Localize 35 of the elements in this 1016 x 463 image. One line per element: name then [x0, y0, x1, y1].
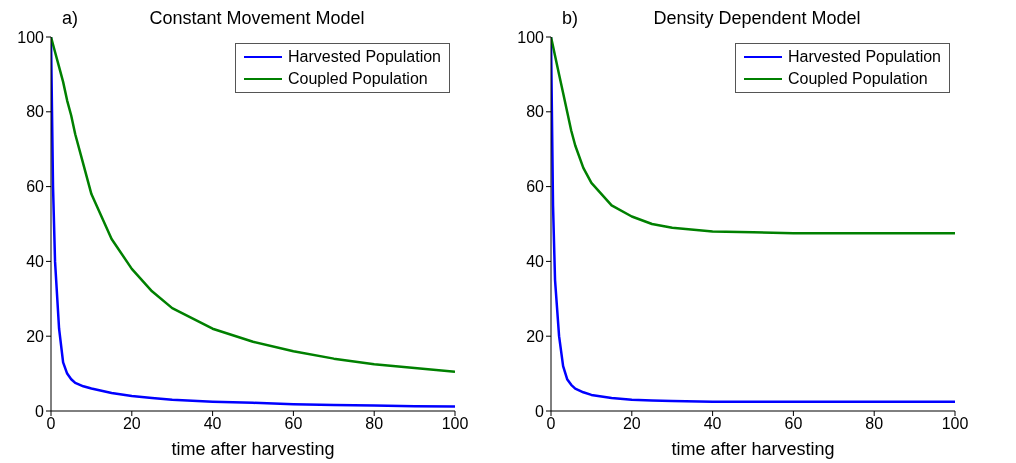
y-tick-label: 60	[526, 178, 545, 196]
y-tick-label: 0	[35, 402, 45, 420]
y-tick-label: 100	[17, 28, 45, 46]
y-tick-label: 40	[526, 253, 545, 271]
text: a)	[62, 8, 79, 29]
text: b)	[562, 8, 579, 29]
legend-label: Coupled Population	[788, 69, 928, 89]
x-tick-label: 100	[941, 415, 969, 433]
x-tick-label: 0	[546, 415, 556, 433]
y-tick-label: 0	[535, 402, 545, 420]
x-tick-label: 80	[365, 415, 384, 433]
x-tick-label: 80	[865, 415, 884, 433]
x-tick-label: 20	[622, 415, 641, 433]
legend-label: Harvested Population	[288, 47, 441, 67]
x-tick-label: 100	[441, 415, 469, 433]
y-tick-label: 40	[26, 253, 45, 271]
legend-label: Harvested Population	[788, 47, 941, 67]
y-tick-label: 100	[517, 28, 545, 46]
y-tick-label: 80	[26, 103, 45, 121]
x-tick-label: 20	[122, 415, 141, 433]
y-tick-label: 20	[526, 327, 545, 345]
x-tick-label: 40	[703, 415, 722, 433]
y-tick-label: 60	[26, 178, 45, 196]
x-axis-title: time after harvesting	[171, 439, 335, 459]
line-series	[551, 37, 955, 235]
x-tick-label: 40	[203, 415, 222, 433]
chart-title: Density Dependent Model	[653, 8, 861, 28]
legend-label: Coupled Population	[288, 69, 428, 89]
y-tick-label: 20	[26, 327, 45, 345]
x-tick-label: 60	[284, 415, 303, 433]
x-axis-title: time after harvesting	[671, 439, 835, 459]
chart-title: Constant Movement Model	[149, 8, 365, 28]
y-tick-label: 80	[526, 103, 545, 121]
x-tick-label: 0	[46, 415, 56, 433]
x-tick-label: 60	[784, 415, 803, 433]
